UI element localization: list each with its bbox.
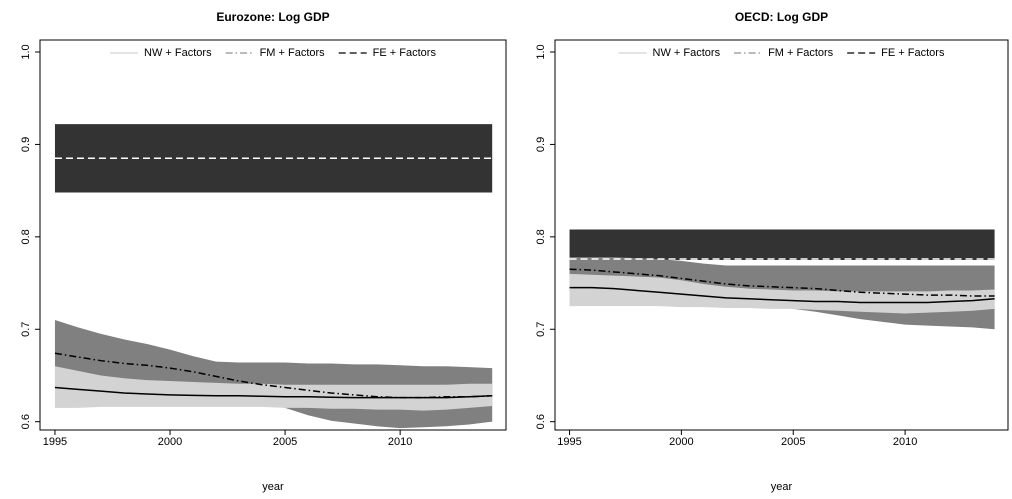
series-line [569,268,995,297]
y-tick-label: 0.9 [535,137,547,152]
legend-label: NW + Factors [653,47,721,59]
series-line [569,286,995,304]
confidence-band [54,320,493,429]
x-tick-label: 2010 [388,436,412,448]
confidence-band [569,273,995,314]
x-tick-label: 2010 [893,436,917,448]
y-tick-label: 1.0 [20,44,32,59]
legend-label: FE + Factors [881,47,945,59]
x-tick-label: 2005 [273,436,297,448]
plot-area [54,124,493,429]
legend: NW + Factors FM + Factors FE + Factors [110,47,436,59]
x-axis-label: year [771,481,793,493]
chart-title: Eurozone: Log GDP [216,10,329,24]
y-tick-label: 0.6 [535,414,547,429]
plot-area [569,229,995,330]
x-tick-label: 2005 [781,436,805,448]
legend-label: FM + Factors [260,47,326,59]
x-tick-label: 2000 [669,436,693,448]
x-axis-label: year [262,481,284,493]
legend-label: NW + Factors [144,47,212,59]
y-tick-label: 0.8 [20,229,32,244]
series-line [54,352,493,399]
x-tick-label: 1995 [557,436,581,448]
y-tick-label: 1.0 [535,44,547,59]
y-tick-label: 0.9 [20,137,32,152]
y-tick-label: 0.8 [535,229,547,244]
confidence-band [54,366,493,411]
legend-label: FE + Factors [373,47,437,59]
legend-label: FM + Factors [768,47,834,59]
x-tick-label: 1995 [43,436,67,448]
y-tick-label: 0.6 [20,414,32,429]
confidence-band [569,229,995,260]
y-tick-label: 0.7 [535,322,547,337]
chart-title: OECD: Log GDP [735,10,828,24]
legend: NW + Factors FM + Factors FE + Factors [618,47,945,59]
x-tick-label: 2000 [158,436,182,448]
confidence-band [54,124,493,193]
y-tick-label: 0.7 [20,322,32,337]
